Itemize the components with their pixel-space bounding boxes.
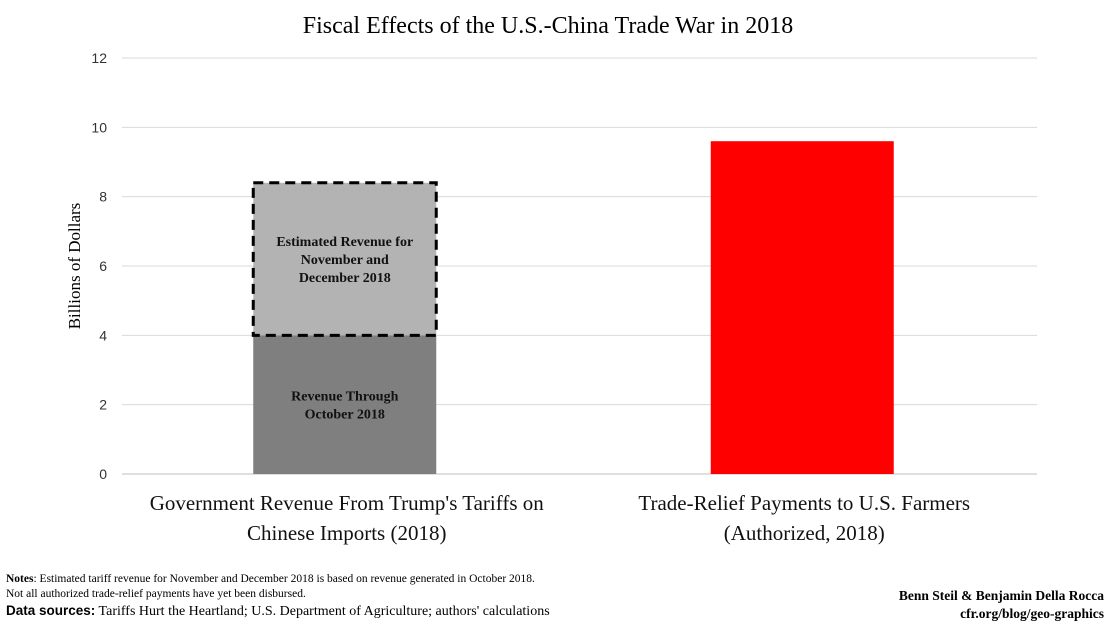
notes-label: Notes bbox=[6, 573, 34, 585]
sources-label: Data sources: bbox=[6, 603, 96, 618]
x-axis: Government Revenue From Trump's Tariffs … bbox=[150, 491, 970, 545]
y-tick-label: 10 bbox=[91, 119, 107, 135]
chart-title: Fiscal Effects of the U.S.-China Trade W… bbox=[303, 13, 793, 39]
bar-segment-label: Revenue Through bbox=[291, 390, 398, 405]
notes: Notes: Estimated tariff revenue for Nove… bbox=[6, 572, 550, 619]
x-category-label: Chinese Imports (2018) bbox=[247, 521, 446, 545]
y-tick-label: 0 bbox=[99, 466, 107, 482]
bar-segment bbox=[251, 181, 438, 337]
y-axis: 0 2 4 6 8 10 12 bbox=[91, 50, 107, 482]
y-axis-label: Billions of Dollars bbox=[65, 203, 84, 330]
bar-segment-label: Estimated Revenue for bbox=[276, 235, 413, 250]
bar-segment bbox=[710, 141, 894, 474]
credit-authors: Benn Steil & Benjamin Della Rocca bbox=[898, 588, 1104, 603]
bars: Revenue Through October 2018 Estimated Rev… bbox=[251, 141, 894, 474]
sources-text: Tariffs Hurt the Heartland; U.S. Departm… bbox=[95, 604, 550, 619]
y-tick-label: 2 bbox=[99, 397, 107, 413]
notes-line2: Not all authorized trade-relief payments… bbox=[6, 588, 306, 600]
bar-segment-label: October 2018 bbox=[305, 408, 385, 423]
credit-site: cfr.org/blog/geo-graphics bbox=[960, 606, 1104, 621]
x-category-label: Trade-Relief Payments to U.S. Farmers bbox=[638, 491, 970, 515]
y-tick-label: 8 bbox=[99, 189, 107, 205]
bar-segment-label: December 2018 bbox=[299, 271, 391, 286]
y-tick-label: 4 bbox=[99, 327, 107, 343]
y-tick-label: 6 bbox=[99, 258, 107, 274]
credit: Benn Steil & Benjamin Della Rocca cfr.or… bbox=[899, 587, 1104, 623]
x-category-label: (Authorized, 2018) bbox=[724, 521, 885, 545]
x-category-label: Government Revenue From Trump's Tariffs … bbox=[150, 491, 545, 515]
notes-text: : Estimated tariff revenue for November … bbox=[33, 573, 535, 585]
bar-segment-label: November and bbox=[301, 253, 389, 268]
bar-segment bbox=[253, 335, 437, 474]
y-tick-label: 12 bbox=[91, 50, 107, 66]
